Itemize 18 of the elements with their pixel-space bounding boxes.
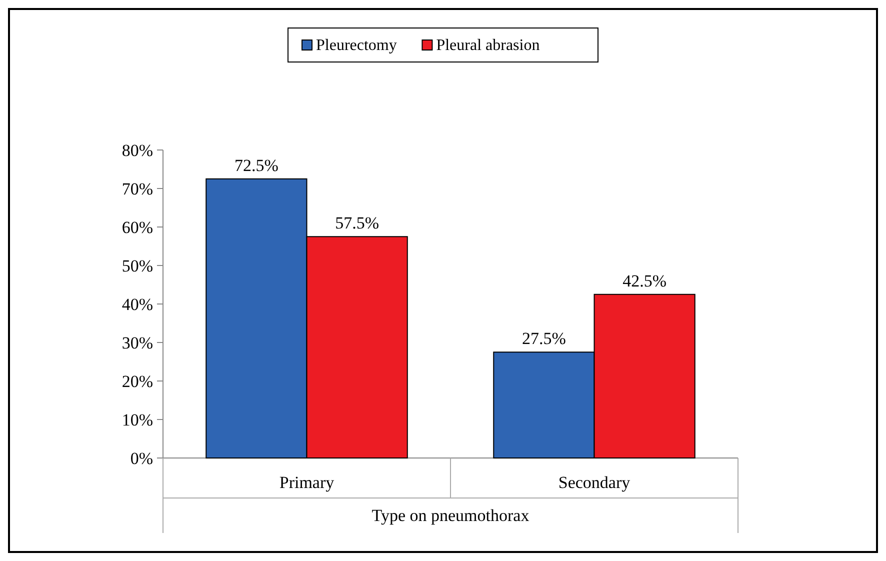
y-tick-label: 30% bbox=[122, 333, 153, 352]
data-label: 72.5% bbox=[234, 156, 278, 175]
y-tick-label: 80% bbox=[122, 140, 153, 160]
y-tick-label: 10% bbox=[122, 410, 153, 430]
y-tick-label: 60% bbox=[122, 218, 153, 237]
y-tick-label: 50% bbox=[122, 256, 153, 276]
y-tick-label: 20% bbox=[122, 372, 153, 391]
x-tick-label: Primary bbox=[279, 473, 335, 492]
data-label: 57.5% bbox=[335, 214, 380, 233]
legend-label: Pleurectomy bbox=[316, 37, 397, 54]
legend-label: Pleural abrasion bbox=[436, 37, 540, 54]
y-tick-label: 70% bbox=[122, 179, 153, 198]
y-tick-label: 40% bbox=[122, 294, 153, 314]
data-label: 42.5% bbox=[622, 271, 667, 290]
x-axis-title: Type on pneumothorax bbox=[372, 506, 530, 525]
x-tick-label: Secondary bbox=[558, 473, 631, 492]
data-label: 27.5% bbox=[522, 329, 566, 348]
y-tick-label: 0% bbox=[130, 448, 153, 468]
